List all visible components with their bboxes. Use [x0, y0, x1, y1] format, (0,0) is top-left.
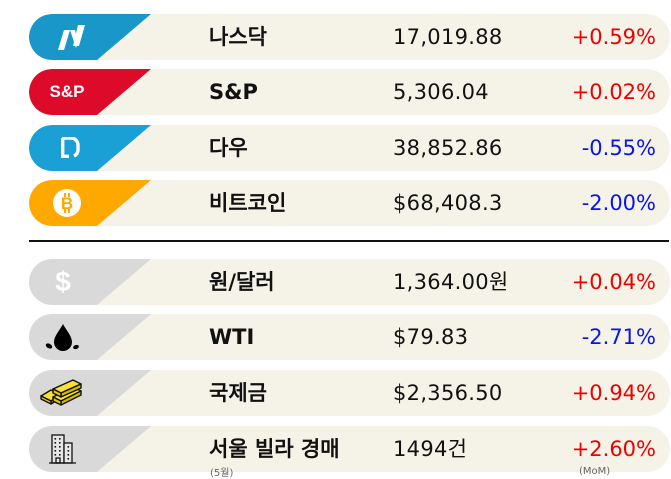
sp-badge: S&P — [29, 69, 151, 115]
asset-value: $68,408.3 — [393, 191, 503, 215]
asset-name: 국제금 — [209, 381, 267, 405]
asset-change: -0.55% — [581, 136, 656, 160]
villa-badge — [29, 426, 151, 472]
wti-badge — [29, 314, 151, 360]
asset-name: 서울 빌라 경매 — [209, 437, 340, 461]
asset-name: 다우 — [209, 136, 248, 160]
bitcoin-icon: B — [32, 180, 102, 226]
dow-logo-icon — [35, 125, 105, 171]
bitcoin-badge: B — [29, 180, 151, 226]
asset-value: 1,364.00원 — [393, 270, 509, 294]
asset-value: 38,852.86 — [393, 136, 503, 160]
list-item-sp500[interactable]: S&P S&P 5,306.04 +0.02% — [29, 69, 670, 115]
list-item-gold[interactable]: 국제금 $2,356.50 +0.94% — [29, 370, 670, 416]
asset-value: $79.83 — [393, 325, 469, 349]
asset-change: +2.60% — [571, 437, 656, 461]
svg-text:B: B — [61, 194, 73, 213]
oil-drop-icon — [29, 314, 98, 360]
asset-change: +0.59% — [571, 25, 656, 49]
asset-value: $2,356.50 — [393, 381, 503, 405]
gold-badge — [29, 370, 151, 416]
asset-value: 1494건 — [393, 437, 468, 461]
krw-usd-badge: $ — [29, 259, 151, 305]
sp-logo-icon: S&P — [49, 82, 85, 101]
list-item-seoul-villa-auction[interactable]: 서울 빌라 경매 1494건 +2.60% — [29, 426, 670, 472]
list-item-bitcoin[interactable]: B 비트코인 $68,408.3 -2.00% — [29, 180, 670, 226]
section-divider — [29, 240, 669, 242]
dollar-icon: $ — [55, 266, 71, 297]
gold-bars-icon — [29, 370, 97, 416]
asset-value: 17,019.88 — [393, 25, 503, 49]
list-item-nasdaq[interactable]: 나스닥 17,019.88 +0.59% — [29, 14, 670, 60]
asset-value: 5,306.04 — [393, 80, 489, 104]
dow-badge — [29, 125, 151, 171]
list-item-wti[interactable]: WTI $79.83 -2.71% — [29, 314, 670, 360]
mom-note: (MoM) — [579, 466, 611, 477]
asset-change: +0.94% — [571, 381, 656, 405]
list-item-krw-usd[interactable]: $ 원/달러 1,364.00원 +0.04% — [29, 259, 670, 305]
asset-name: S&P — [209, 80, 258, 104]
list-item-dow[interactable]: 다우 38,852.86 -0.55% — [29, 125, 670, 171]
nasdaq-logo-icon — [37, 14, 107, 60]
nasdaq-badge — [29, 14, 151, 60]
asset-change: -2.71% — [581, 325, 656, 349]
asset-change: +0.02% — [571, 80, 656, 104]
period-note: (5월) — [210, 468, 234, 479]
asset-change: +0.04% — [571, 270, 656, 294]
asset-name: 나스닥 — [209, 25, 267, 49]
asset-name: WTI — [209, 325, 255, 349]
building-icon — [29, 426, 97, 472]
asset-change: -2.00% — [581, 191, 656, 215]
asset-name: 원/달러 — [209, 270, 275, 294]
asset-name: 비트코인 — [209, 191, 287, 215]
